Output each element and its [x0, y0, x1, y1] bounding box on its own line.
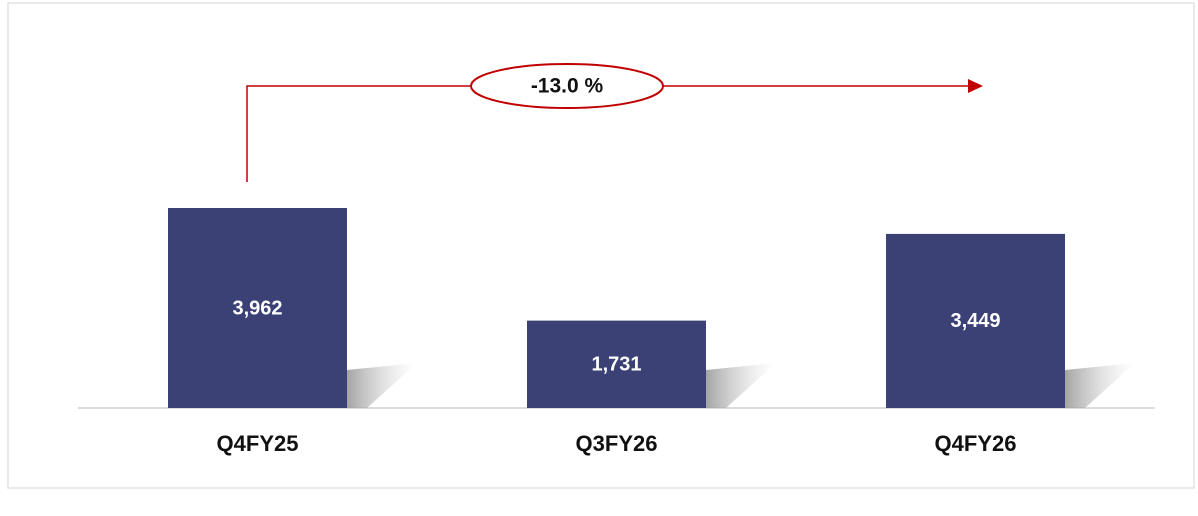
x-tick-label: Q4FY26	[935, 431, 1017, 456]
annotation-ellipse	[470, 63, 664, 109]
bar-shadow	[706, 363, 776, 408]
bar	[168, 208, 347, 408]
arrow-line	[246, 85, 970, 182]
annotation-text: -13.0 %	[531, 75, 604, 98]
value-label: 3,449	[950, 310, 1000, 332]
bar-shadow	[1065, 363, 1135, 408]
bar-shadow	[347, 363, 417, 408]
change-annotation: -13.0 %	[246, 63, 983, 182]
x-tick-label: Q4FY25	[217, 431, 299, 456]
value-label: 1,731	[591, 354, 641, 376]
x-tick-label: Q3FY26	[576, 431, 658, 456]
bar	[527, 320, 706, 408]
bar	[886, 233, 1065, 408]
arrow-head	[968, 79, 983, 93]
value-label: 3,962	[232, 297, 282, 319]
